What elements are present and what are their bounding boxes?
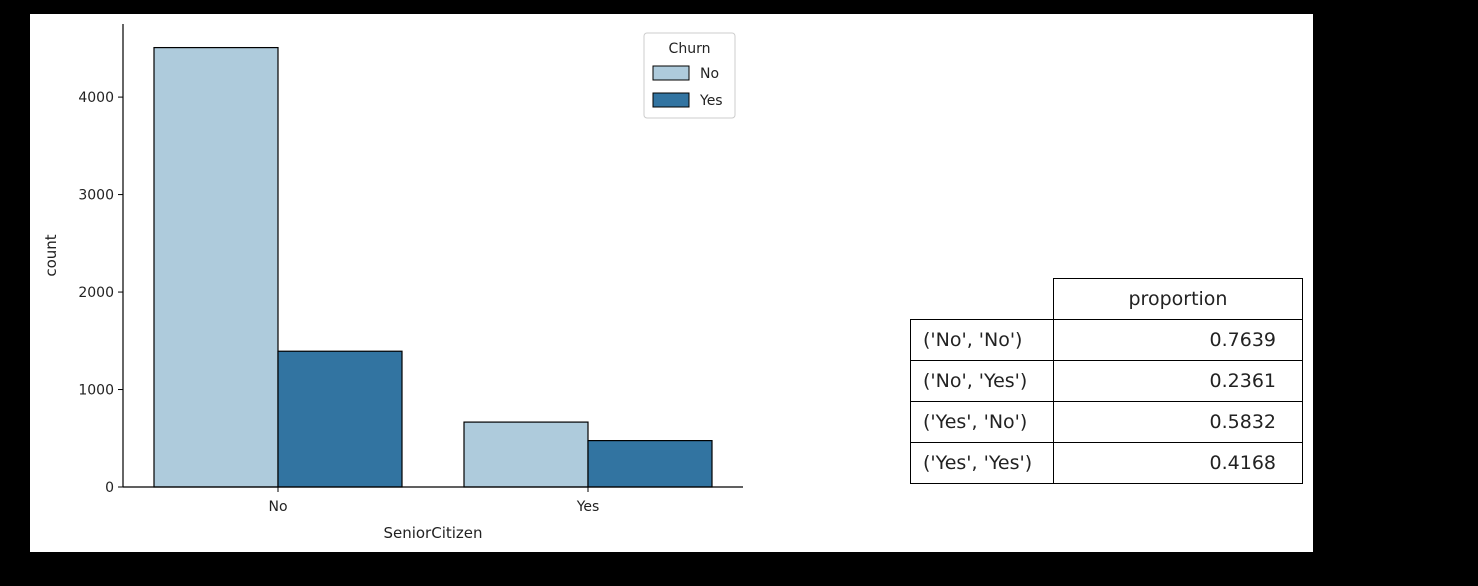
row-index: ('Yes', 'Yes') [910,442,1054,484]
x-tick-label: No [268,499,287,515]
column-header: proportion [1053,278,1303,320]
bar-yes-no [277,350,403,488]
y-tick-label: 2000 [78,285,114,301]
table-header-row: proportion [910,278,1303,320]
bar-chart: 0 1000 2000 3000 4000 No Yes SeniorCitizen count… [42,24,743,542]
legend-label-yes: Yes [699,93,723,109]
row-value: 0.5832 [1053,401,1303,443]
legend-swatch-yes [652,92,690,108]
table-row: ('Yes', 'Yes') 0.4168 [910,442,1303,484]
y-tick-label: 4000 [78,90,114,106]
figure: 0 1000 2000 3000 4000 No Yes SeniorCitizen count… [30,14,1313,552]
x-tick-label: Yes [576,499,600,515]
proportion-table: proportion ('No', 'No') 0.7639 ('No', 'Y… [910,278,1303,484]
table-row: ('No', 'No') 0.7639 [910,319,1303,361]
table-corner [910,278,1054,320]
bar-yes-yes [587,440,713,488]
y-axis-label: count [42,234,60,276]
legend-label-no: No [700,66,719,82]
table-row: ('Yes', 'No') 0.5832 [910,401,1303,443]
x-axis-label: SeniorCitizen [383,524,482,542]
legend-swatch-no [652,65,690,81]
legend-title: Churn [669,41,711,57]
row-index: ('No', 'No') [910,319,1054,361]
row-index: ('No', 'Yes') [910,360,1054,402]
bar-no-yes [463,421,589,488]
y-tick-label: 0 [105,480,114,496]
row-value: 0.7639 [1053,319,1303,361]
row-index: ('Yes', 'No') [910,401,1054,443]
row-value: 0.4168 [1053,442,1303,484]
y-tick-label: 3000 [78,188,114,204]
row-value: 0.2361 [1053,360,1303,402]
bar-no-no [153,46,279,488]
y-tick-label: 1000 [78,383,114,399]
table-row: ('No', 'Yes') 0.2361 [910,360,1303,402]
